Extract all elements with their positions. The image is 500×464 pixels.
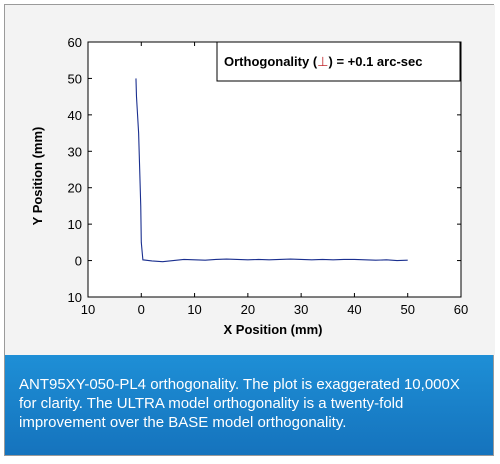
annotation-suffix: ) = +0.1 arc-sec <box>329 54 423 69</box>
x-tick-label: 20 <box>241 302 255 317</box>
x-axis-label: X Position (mm) <box>224 322 323 337</box>
x-tick-label: 10 <box>187 302 201 317</box>
annotation-text: Orthogonality (⊥) = +0.1 arc-sec <box>224 54 422 69</box>
y-tick-label: 20 <box>68 181 82 196</box>
annotation-prefix: Orthogonality ( <box>224 54 318 69</box>
x-tick-label: 50 <box>400 302 414 317</box>
x-tick-label: 10 <box>81 302 95 317</box>
y-tick-label: 40 <box>68 108 82 123</box>
figure-card: 10 0 10 20 30 40 50 60 10 0 10 20 30 40 50 60 Orthogona… <box>4 4 495 456</box>
x-tick-label: 30 <box>294 302 308 317</box>
y-axis-label: Y Position (mm) <box>30 127 45 226</box>
orthogonality-line <box>135 78 408 263</box>
y-tick-label: 10 <box>68 217 82 232</box>
y-tick-label: 10 <box>68 290 82 305</box>
y-tick-label: 50 <box>68 71 82 86</box>
x-tick-label: 40 <box>347 302 361 317</box>
x-tick-label: 60 <box>454 302 468 317</box>
caption-text: ANT95XY-050-PL4 orthogonality. The plot … <box>19 376 460 431</box>
plot-area: 10 0 10 20 30 40 50 60 10 0 10 20 30 40 50 60 Orthogona… <box>5 5 495 355</box>
x-tick-label: 0 <box>138 302 145 317</box>
perpendicular-symbol: ⊥ <box>317 54 328 69</box>
figure-caption: ANT95XY-050-PL4 orthogonality. The plot … <box>5 355 493 455</box>
annotation-box <box>216 41 461 82</box>
y-tick-label: 60 <box>68 35 82 50</box>
y-tick-label: 0 <box>75 254 82 269</box>
y-tick-label: 30 <box>68 144 82 159</box>
plot-frame <box>87 41 462 298</box>
orthogonality-chart: 10 0 10 20 30 40 50 60 10 0 10 20 30 40 50 60 Orthogona… <box>30 35 468 337</box>
